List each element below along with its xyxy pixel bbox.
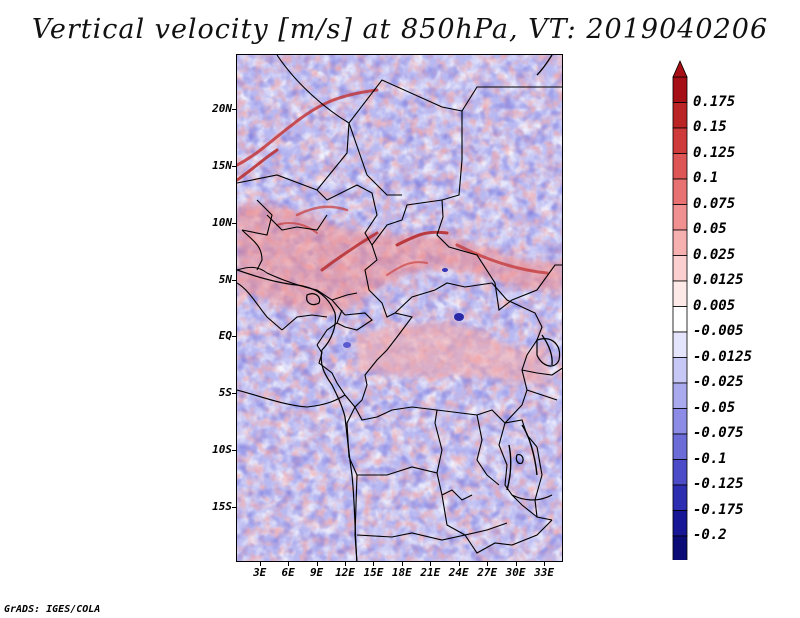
lon-label: 33E xyxy=(534,566,554,579)
colorbar-box xyxy=(672,306,688,333)
lon-tick xyxy=(487,562,488,566)
lat-tick xyxy=(232,450,236,451)
lon-label: 6E xyxy=(281,566,295,579)
downdraft-spots xyxy=(343,268,464,348)
lon-label: 3E xyxy=(253,566,267,579)
lon-tick xyxy=(345,562,346,566)
vertical-velocity-map xyxy=(236,54,563,562)
colorbar-box xyxy=(672,204,688,231)
plot-title: Vertical velocity [m/s] at 850hPa, VT: 2… xyxy=(31,14,769,45)
lat-label: 15N xyxy=(212,158,232,172)
lon-label: 24E xyxy=(448,566,469,579)
lon-tick xyxy=(402,562,403,566)
colorbar-box xyxy=(672,484,688,511)
colorbar-box xyxy=(672,408,688,435)
lat-tick xyxy=(232,507,236,508)
lakes xyxy=(306,293,561,465)
lon-tick xyxy=(373,562,374,566)
colorbar-label: 0.1 xyxy=(693,170,719,186)
colorbar-label: 0.175 xyxy=(693,93,736,110)
colorbar-label: -0.1 xyxy=(693,450,727,467)
atlantic-coastline xyxy=(237,269,358,561)
lon-tick xyxy=(288,562,289,566)
colorbar-box xyxy=(672,102,688,129)
lat-label: 15S xyxy=(212,500,232,514)
lon-tick xyxy=(260,562,261,566)
colorbar-box xyxy=(672,76,688,103)
colorbar-label: 0.05 xyxy=(693,221,727,237)
lon-label: 12E xyxy=(335,566,355,579)
colorbar-top-arrow xyxy=(672,60,688,78)
lon-tick xyxy=(544,562,545,566)
colorbar-label: 0.025 xyxy=(693,246,736,263)
lon-label: 15E xyxy=(363,566,384,579)
lon-label: 21E xyxy=(420,566,441,579)
lat-label: 20N xyxy=(212,101,232,115)
colorbar-box xyxy=(672,510,688,537)
lat-label: 5S xyxy=(218,386,232,400)
lon-label: 9E xyxy=(309,566,324,579)
field-blue-layer xyxy=(237,55,562,561)
colorbar-box xyxy=(672,357,688,384)
lat-label: 5N xyxy=(218,272,232,286)
lon-tick xyxy=(317,562,318,566)
lon-label: 18E xyxy=(391,566,412,579)
colorbar-label: 0.15 xyxy=(693,119,727,135)
colorbar-box xyxy=(672,280,688,307)
lat-label: 10S xyxy=(212,443,232,457)
colorbar-box xyxy=(672,433,688,460)
colorbar-label: -0.05 xyxy=(693,399,736,416)
colorbar-label: -0.0125 xyxy=(693,348,753,365)
colorbar xyxy=(672,60,688,560)
lat-tick xyxy=(232,280,236,281)
colorbar-box xyxy=(672,178,688,205)
convergence-lines xyxy=(237,88,549,276)
lon-label: 27E xyxy=(477,566,498,579)
colorbar-label: 0.125 xyxy=(693,144,736,161)
lat-label: EQ xyxy=(218,329,232,343)
lat-tick xyxy=(232,223,236,224)
colorbar-label: -0.005 xyxy=(693,323,744,339)
colorbar-label: 0.005 xyxy=(693,297,736,314)
colorbar-label: -0.2 xyxy=(693,527,727,543)
colorbar-box xyxy=(672,229,688,256)
lat-tick xyxy=(232,393,236,394)
colorbar-box xyxy=(672,255,688,282)
sahel-updraft-zone xyxy=(237,203,562,385)
map-canvas xyxy=(237,55,562,561)
colorbar-label: -0.075 xyxy=(693,425,744,441)
red-sea-coast xyxy=(536,55,553,76)
colorbar-box xyxy=(672,127,688,154)
colorbar-box xyxy=(672,331,688,358)
lat-tick xyxy=(232,109,236,110)
lat-tick xyxy=(232,336,236,337)
colorbar-box xyxy=(672,382,688,409)
colorbar-label: -0.125 xyxy=(693,476,744,492)
lon-tick xyxy=(430,562,431,566)
lon-label: 30E xyxy=(505,566,526,579)
lat-tick xyxy=(232,166,236,167)
colorbar-box xyxy=(672,459,688,486)
colorbar-label: -0.175 xyxy=(693,501,744,518)
lon-tick xyxy=(459,562,460,566)
colorbar-box xyxy=(672,153,688,180)
colorbar-box xyxy=(672,535,688,560)
grads-credit: GrADS: IGES/COLA xyxy=(4,604,101,615)
colorbar-label: -0.025 xyxy=(693,374,744,390)
colorbar-label: 0.0125 xyxy=(693,272,744,288)
lat-label: 10N xyxy=(212,215,232,229)
lon-tick xyxy=(516,562,517,566)
colorbar-label: 0.075 xyxy=(693,195,736,212)
